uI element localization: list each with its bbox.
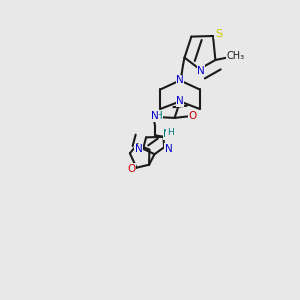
- Text: O: O: [128, 164, 136, 174]
- Text: H: H: [167, 128, 173, 136]
- Text: N: N: [163, 129, 171, 140]
- Text: N: N: [165, 144, 172, 154]
- Text: H: H: [154, 111, 162, 121]
- Text: N: N: [176, 75, 184, 85]
- Text: N: N: [135, 144, 142, 154]
- Text: O: O: [188, 111, 196, 122]
- Text: S: S: [215, 28, 222, 39]
- Text: CH₃: CH₃: [226, 51, 244, 61]
- Text: N: N: [197, 65, 205, 76]
- Text: N: N: [176, 96, 184, 106]
- Text: N: N: [151, 111, 159, 121]
